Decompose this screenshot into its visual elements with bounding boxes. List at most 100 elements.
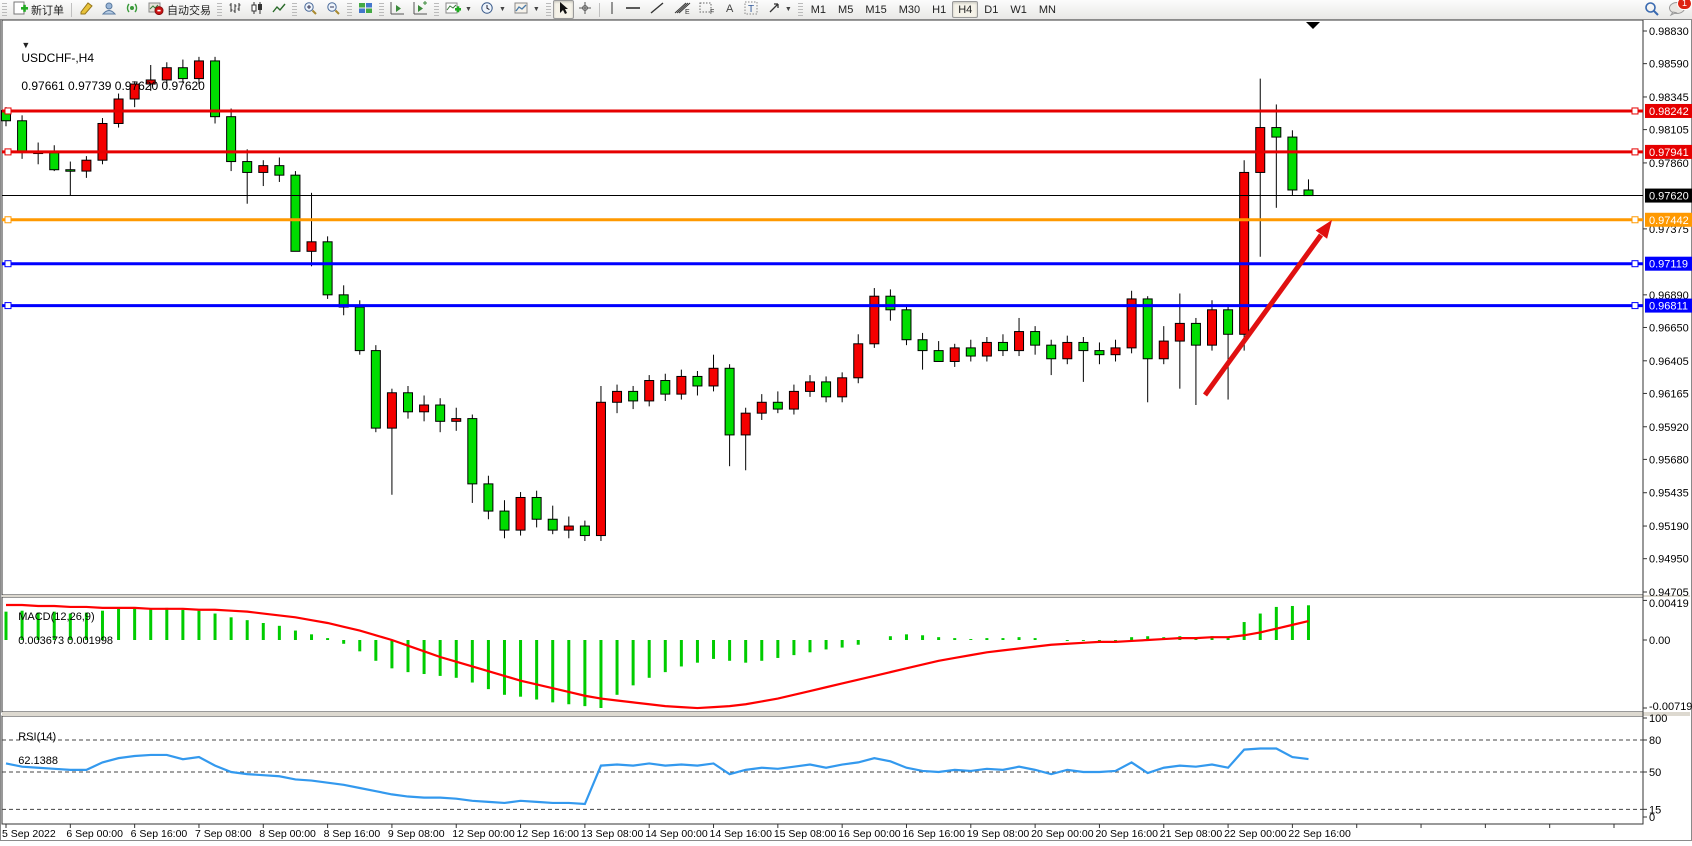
rsi-axis-label: 50 [1649, 767, 1661, 779]
candle-body [531, 496, 542, 520]
periods-button[interactable]: ▼ [476, 0, 510, 19]
timeframe-button-D1[interactable]: D1 [984, 3, 999, 16]
trend-arrow-head[interactable] [1315, 220, 1332, 239]
crosshair-button[interactable] [574, 0, 596, 19]
candle-body [1303, 189, 1314, 197]
timeframe-button-W1[interactable]: W1 [1010, 3, 1027, 16]
line-handle[interactable] [1631, 260, 1639, 268]
toolbar-grip[interactable] [797, 2, 803, 17]
chart-shift-button[interactable] [409, 0, 432, 19]
price-badge [1645, 298, 1692, 313]
line-handle[interactable] [1631, 107, 1639, 115]
signals-icon [125, 1, 140, 18]
candle-body [81, 159, 92, 172]
candle-body [1158, 340, 1169, 360]
tile-windows-button[interactable] [354, 0, 377, 19]
candle-body [1190, 322, 1201, 346]
candle-body [419, 404, 430, 413]
time-axis-label: 16 Sep 16:00 [902, 828, 965, 840]
candle-body [772, 401, 783, 410]
toolbar-grip[interactable] [347, 2, 352, 17]
fibonacci-button[interactable]: E [669, 0, 695, 19]
panel-divider[interactable] [2, 712, 1690, 716]
channel-button[interactable]: F [695, 0, 720, 19]
line-handle[interactable] [1631, 302, 1639, 310]
candle-body [901, 309, 912, 341]
time-axis-label: 7 Sep 08:00 [195, 828, 252, 840]
toolbar-grip[interactable] [217, 2, 222, 17]
hline-button[interactable] [621, 0, 645, 19]
new-order-button[interactable]: 新订单 [9, 0, 68, 19]
time-axis-label: 20 Sep 16:00 [1095, 828, 1158, 840]
bars-chart-button[interactable] [224, 0, 246, 19]
panel-divider[interactable] [2, 595, 1690, 597]
oneclick-toggle-icon[interactable]: ▼ [21, 40, 33, 50]
candle-body [451, 418, 462, 422]
toolbar-grip[interactable] [545, 2, 551, 17]
rsi-axis-label: 0 [1649, 812, 1655, 824]
signals-button[interactable] [121, 0, 144, 19]
autotrade-button[interactable]: 自动交易 [144, 0, 215, 19]
line-handle[interactable] [4, 302, 12, 310]
text-button[interactable]: A [720, 0, 740, 19]
chart-shift-marker[interactable] [1306, 22, 1320, 29]
main-toolbar: 新订单 自动交易 [0, 0, 1692, 20]
templates-button[interactable]: ▼ [510, 0, 544, 19]
chevron-down-icon: ▼ [465, 6, 472, 13]
timeframe-button-M5[interactable]: M5 [838, 3, 854, 16]
line-handle[interactable] [1631, 148, 1639, 156]
svg-text:F: F [710, 9, 714, 15]
autotrade-icon [148, 1, 164, 18]
toolbar-grip[interactable] [379, 2, 384, 17]
price-axis-label: 0.95680 [1649, 454, 1689, 466]
line-handle[interactable] [4, 260, 12, 268]
channel-icon: F [699, 1, 716, 18]
timeframe-button-M30[interactable]: M30 [898, 3, 921, 16]
label-button[interactable]: T [740, 0, 763, 19]
line-handle[interactable] [1631, 216, 1639, 224]
candle-body [274, 165, 285, 176]
vline-button[interactable] [603, 0, 621, 19]
candle-body [1271, 127, 1282, 138]
time-axis-label: 22 Sep 16:00 [1288, 828, 1351, 840]
zoom-in-button[interactable] [299, 0, 322, 19]
macd-axis-label: -0.007196 [1649, 701, 1692, 713]
candle-body [740, 412, 751, 436]
indicators-button[interactable]: ▼ [441, 0, 476, 19]
toolbar-grip[interactable] [2, 2, 7, 17]
profile-button[interactable] [98, 0, 121, 19]
line-handle[interactable] [4, 107, 12, 115]
shapes-button[interactable]: ▼ [763, 0, 796, 19]
candle-body [997, 341, 1008, 352]
candle-body [322, 241, 333, 296]
trendline-button[interactable] [645, 0, 669, 19]
toolbar-grip[interactable] [434, 2, 439, 17]
price-axis-label: 0.94950 [1649, 554, 1689, 566]
templates-icon [514, 1, 529, 18]
bars-chart-icon [228, 1, 242, 18]
timeframe-button-M15[interactable]: M15 [865, 3, 887, 16]
zoom-out-button[interactable] [322, 0, 345, 19]
search-icon[interactable] [1644, 1, 1660, 19]
candles-chart-button[interactable] [246, 0, 268, 19]
line-handle[interactable] [4, 216, 12, 224]
candle-body [49, 152, 60, 171]
timeframe-button-H4[interactable]: H4 [952, 1, 979, 18]
candle-body [1078, 341, 1089, 352]
chat-button[interactable]: 1 [1668, 0, 1692, 19]
line-handle[interactable] [4, 148, 12, 156]
macd-signal-line [6, 603, 1309, 710]
timeframe-button-H1[interactable]: H1 [932, 3, 947, 16]
timeframe-button-MN[interactable]: MN [1038, 3, 1056, 16]
price-badge [1645, 256, 1692, 271]
candle-body [724, 367, 735, 436]
auto-scroll-button[interactable] [386, 0, 409, 19]
styler-button[interactable] [75, 0, 98, 19]
trend-arrow[interactable] [1202, 233, 1324, 397]
line-chart-button[interactable] [268, 0, 290, 19]
cursor-button[interactable] [552, 0, 574, 19]
timeframe-button-M1[interactable]: M1 [810, 3, 827, 16]
toolbar-grip[interactable] [292, 2, 297, 17]
candle-body [226, 116, 237, 163]
chart-title-ohlc: 0.97661 0.97739 0.97620 0.97620 [21, 79, 205, 93]
